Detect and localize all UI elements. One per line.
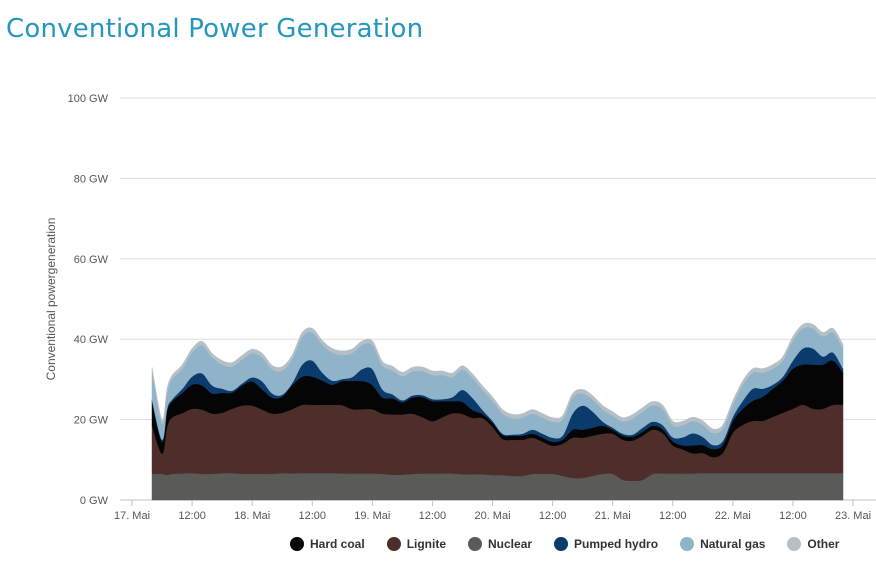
power-generation-chart: 0 GW 20 GW 40 GW 60 GW 80 GW 100 GW 17. Mai 12… (44, 93, 876, 522)
y-axis-ticks: 0 GW 20 GW 40 GW 60 GW 80 GW 100 GW (68, 93, 109, 507)
stacked-areas (151, 322, 844, 501)
x-tick-label: 12:00 (298, 510, 326, 522)
legend-label: Other (807, 537, 840, 551)
x-tick-label: 12:00 (419, 510, 447, 522)
x-tick-label: 23. Mai (835, 510, 871, 522)
x-tick-label: 22. Mai (715, 510, 751, 522)
legend-label: Nuclear (488, 537, 533, 551)
legend-item-other[interactable]: Other (787, 537, 839, 551)
legend-item-natural-gas[interactable]: Natural gas (680, 537, 765, 551)
page-title: Conventional Power Generation (6, 14, 424, 44)
x-tick-label: 12:00 (539, 510, 567, 522)
legend-swatch-icon (386, 537, 401, 551)
x-tick-label: 12:00 (779, 510, 807, 522)
x-tick-label: 18. Mai (234, 510, 270, 522)
legend-item-nuclear[interactable]: Nuclear (468, 537, 532, 551)
x-tick-label: 19. Mai (354, 510, 390, 522)
legend-item-pumped-hydro[interactable]: Pumped hydro (554, 537, 658, 551)
x-tick-label: 12:00 (659, 510, 687, 522)
area-nuclear[interactable] (151, 472, 844, 501)
legend-label: Natural gas (700, 537, 766, 551)
y-tick-label: 80 GW (74, 173, 109, 185)
legend-label: Lignite (406, 537, 447, 551)
legend-swatch-icon (290, 537, 304, 551)
x-tick-label: 17. Mai (114, 510, 150, 522)
legend-label: Pumped hydro (574, 537, 659, 551)
y-tick-label: 20 GW (74, 415, 109, 427)
legend-swatch-icon (468, 537, 483, 551)
y-tick-label: 40 GW (74, 334, 109, 346)
x-tick-label: 21. Mai (595, 510, 631, 522)
y-tick-label: 0 GW (80, 495, 109, 507)
x-axis-ticks: 17. Mai 12:00 18. Mai 12:00 19. Mai 12:00 20. … (114, 500, 871, 522)
legend-swatch-icon (680, 537, 695, 551)
y-axis-title: Conventional powergeneration (44, 218, 58, 381)
x-tick-label: 20. Mai (474, 510, 510, 522)
legend-label: Hard coal (310, 537, 365, 551)
area-other[interactable] (151, 322, 844, 434)
legend-swatch-icon (554, 537, 569, 551)
chart-legend: Hard coal Lignite Nuclear Pumped hydro Natur… (290, 537, 839, 551)
legend-swatch-icon (787, 537, 802, 551)
legend-item-lignite[interactable]: Lignite (386, 537, 447, 551)
y-tick-label: 100 GW (68, 93, 109, 105)
x-tick-label: 12:00 (178, 510, 206, 522)
y-tick-label: 60 GW (74, 254, 109, 266)
legend-item-hard-coal[interactable]: Hard coal (290, 537, 365, 551)
